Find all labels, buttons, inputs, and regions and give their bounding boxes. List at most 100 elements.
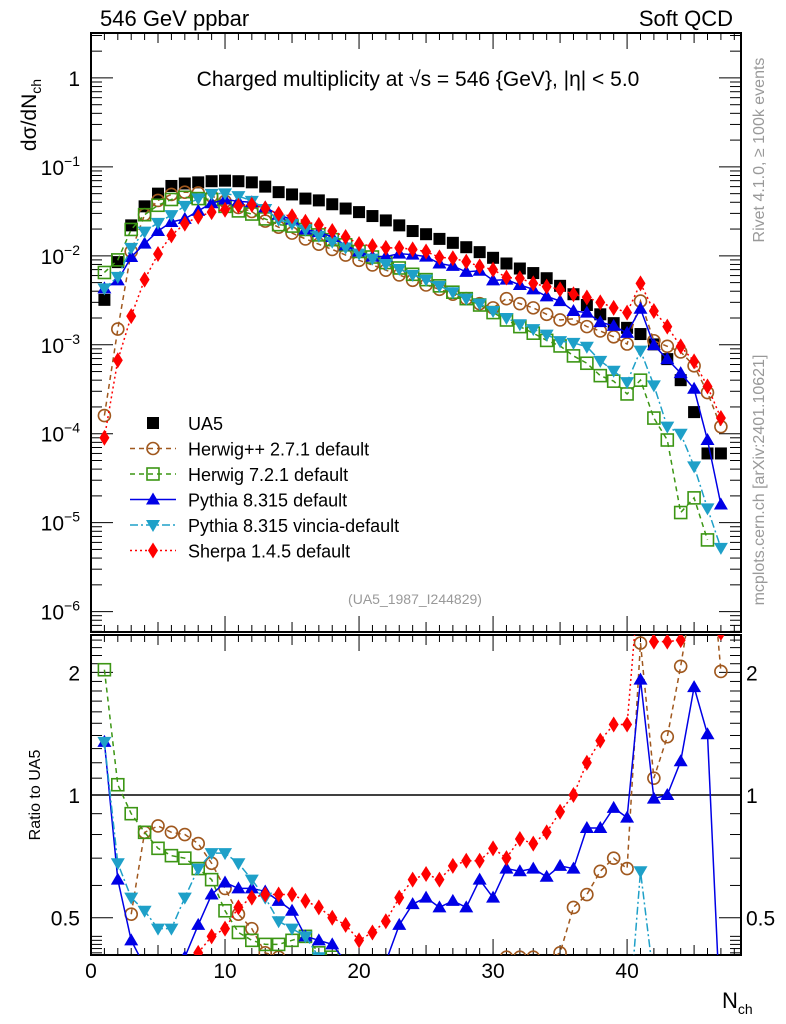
main-data-point: [501, 269, 512, 286]
ratio-data-point: [433, 1002, 445, 1014]
legend-item: Pythia 8.315 default: [130, 491, 347, 511]
ratio-data-point: [407, 985, 419, 997]
ratio-data-point: [633, 636, 648, 650]
ratio-data-point: [687, 680, 702, 693]
ratio-data-point: [634, 1002, 646, 1014]
main-data-point: [566, 349, 581, 363]
main-y-tick-label: 10−5: [41, 509, 81, 536]
header-right-label: Soft QCD: [639, 6, 733, 31]
ratio-data-point: [673, 659, 688, 674]
main-data-point: [406, 225, 419, 238]
ratio-data-point: [419, 997, 433, 1009]
main-data-point: [259, 180, 272, 193]
main-data-point: [594, 308, 607, 321]
main-data-point: [660, 352, 675, 365]
ratio-data-point: [580, 981, 594, 993]
main-data-point: [473, 246, 486, 259]
main-data-point: [97, 265, 112, 280]
ratio-data-point: [526, 861, 541, 874]
x-tick-label: 30: [481, 960, 504, 983]
ratio-data-point: [111, 777, 125, 792]
x-tick-label: 20: [347, 960, 370, 983]
ratio-data-point: [647, 976, 661, 988]
main-data-point: [633, 301, 648, 314]
analysis-reference: (UA5_1987_I244829): [348, 591, 482, 607]
ratio-data-point: [218, 848, 233, 861]
ratio-data-point: [313, 991, 325, 1003]
main-data-point: [580, 356, 594, 371]
main-data-point: [528, 275, 539, 292]
ratio-data-point: [164, 848, 179, 863]
ratio-data-point: [271, 916, 286, 929]
main-data-point: [205, 175, 218, 188]
main-data-point: [151, 198, 165, 213]
legend-marker: [146, 492, 160, 505]
x-axis-label: Nch: [722, 988, 753, 1017]
main-data-point: [179, 215, 190, 232]
main-data-point: [687, 461, 702, 474]
ratio-data-point: [287, 886, 298, 903]
main-y-axis-label-base: dσ/dN: [18, 94, 41, 151]
ratio-data-point: [673, 754, 688, 767]
main-data-point: [487, 251, 500, 264]
ratio-y-tick-label-right: 0.5: [746, 908, 775, 931]
ratio-data-point: [553, 946, 567, 955]
legend-label: UA5: [188, 414, 223, 434]
ratio-data-point: [204, 887, 219, 900]
ratio-data-point: [260, 886, 271, 903]
ratio-data-point: [366, 1014, 378, 1024]
ratio-data-point: [110, 872, 125, 885]
main-y-tick-label: 1: [68, 68, 80, 91]
main-data-point: [700, 433, 715, 446]
main-data-point: [687, 491, 701, 505]
ratio-data-point: [298, 931, 313, 944]
main-data-point: [648, 302, 659, 319]
main-data-point: [660, 421, 675, 434]
plot-title: Charged multiplicity at √s = 546 {GeV}, …: [197, 68, 640, 91]
ratio-data-point: [499, 861, 514, 874]
main-data-point: [273, 205, 284, 222]
main-data-point: [246, 196, 257, 213]
main-data-point: [687, 381, 702, 394]
main-data-point: [111, 253, 125, 267]
main-data-point: [499, 291, 514, 306]
ratio-data-point: [311, 933, 326, 946]
main-data-point: [715, 410, 726, 427]
main-data-point: [220, 201, 231, 218]
ratio-y-tick-label-left: 2: [68, 662, 80, 685]
ratio-data-point: [354, 932, 365, 949]
ratio-data-point: [244, 881, 259, 894]
main-y-tick-label: 10−3: [41, 331, 81, 358]
main-series-group: [97, 174, 728, 555]
main-data-point: [488, 261, 499, 278]
main-data-point: [299, 192, 312, 205]
legend-marker: [147, 417, 159, 429]
main-data-point: [99, 429, 110, 446]
main-data-point: [233, 197, 244, 214]
main-data-point: [553, 336, 568, 349]
ratio-data-point: [151, 923, 166, 936]
legend-item: Pythia 8.315 vincia-default: [130, 516, 399, 536]
ratio-data-point: [633, 866, 648, 879]
main-data-point: [327, 223, 338, 240]
main-data-point: [553, 294, 568, 307]
main-data-point: [646, 338, 661, 351]
main-data-point: [568, 286, 579, 303]
main-data-point: [541, 278, 552, 295]
ratio-data-point: [620, 861, 634, 876]
ratio-data-point: [164, 923, 179, 936]
main-data-point: [380, 239, 391, 256]
main-data-point: [526, 324, 541, 337]
main-data-point: [204, 196, 219, 209]
main-data-point: [581, 289, 592, 306]
rivet-label: Rivet 4.1.0, ≥ 100k events: [751, 58, 768, 243]
main-data-point: [326, 198, 339, 211]
main-data-point: [445, 287, 460, 300]
legend-marker: [146, 520, 160, 532]
ratio-data-point: [353, 1008, 365, 1020]
ratio-data-point: [447, 857, 458, 874]
ratio-data-point: [635, 555, 645, 571]
main-data-point: [580, 319, 594, 334]
ratio-data-point: [367, 924, 378, 941]
main-data-point: [177, 200, 192, 213]
